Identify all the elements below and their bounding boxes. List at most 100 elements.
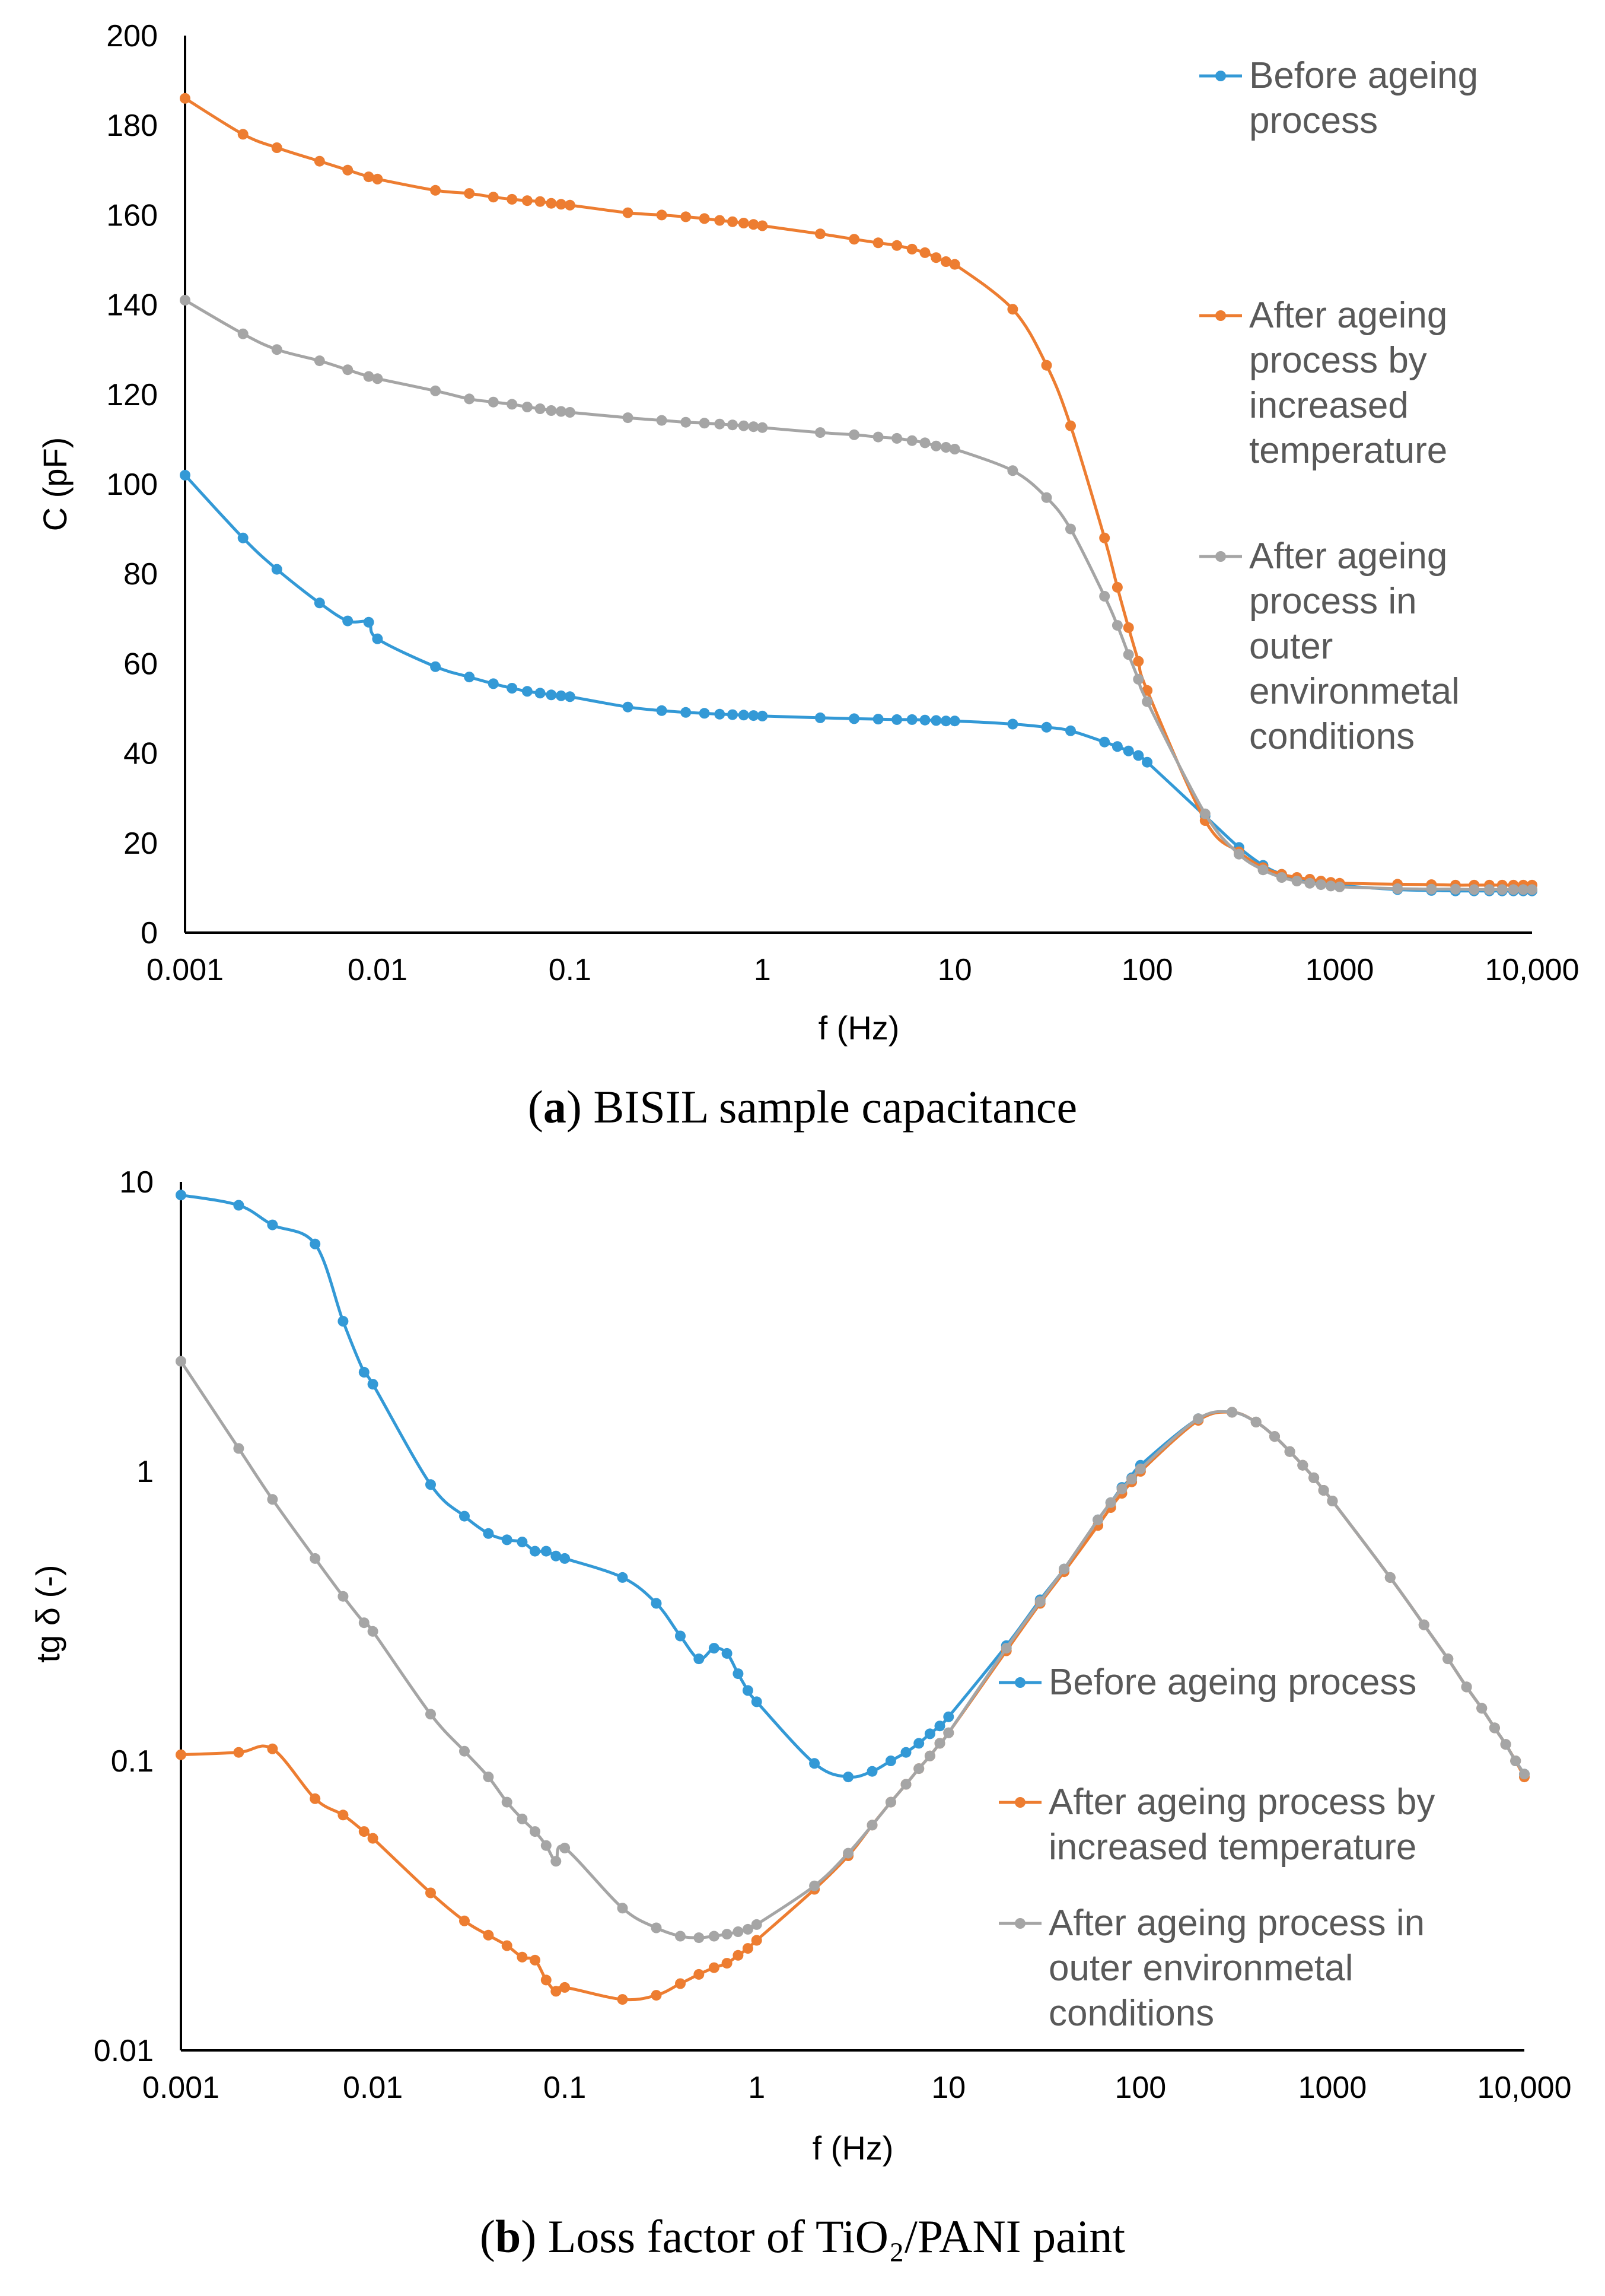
chart-a-legend-label: After ageing — [1249, 536, 1447, 577]
chart-b-data-point-gray — [924, 1750, 935, 1761]
chart-b-data-point-gray — [1384, 1572, 1396, 1583]
chart-a-data-point-orange — [814, 228, 826, 240]
chart-b-data-point-blue — [900, 1747, 912, 1758]
chart-a-data-point-blue — [1041, 721, 1052, 733]
chart-a-data-point-gray — [464, 393, 475, 405]
chart-a-data-point-orange — [906, 243, 918, 255]
chart-a-data-point-gray — [372, 373, 383, 384]
chart-b-data-point-orange — [501, 1940, 512, 1951]
chart-a-data-point-blue — [464, 672, 475, 683]
chart-a-data-point-blue — [680, 707, 692, 718]
chart-a-y-tick-label: 120 — [106, 378, 158, 412]
chart-b-legend-label: conditions — [1049, 1993, 1214, 2034]
chart-a-data-point-blue — [699, 708, 710, 719]
chart-a-data-point-blue — [738, 710, 749, 721]
chart-a-data-point-blue — [656, 705, 667, 716]
chart-a-data-point-gray — [748, 421, 759, 433]
chart-a-data-point-gray — [430, 385, 441, 396]
chart-b-legend: Before ageing process After ageing proces… — [999, 1662, 1435, 2034]
chart-b-data-point-gray — [943, 1727, 954, 1738]
chart-a-data-point-gray — [1496, 884, 1508, 895]
chart-a-legend-marker-blue — [1215, 71, 1226, 81]
chart-b-data-point-gray — [267, 1494, 278, 1505]
chart-a-data-point-blue — [314, 597, 325, 609]
chart-a-data-point-gray — [342, 364, 354, 376]
chart-b-data-point-orange — [742, 1943, 753, 1954]
chart-a-data-point-orange — [748, 219, 759, 230]
chart-b-data-point-gray — [540, 1840, 552, 1851]
chart-a-data-point-orange — [271, 142, 282, 153]
chart-b-data-point-gray — [550, 1856, 562, 1867]
chart-a-x-tick-label: 100 — [1122, 953, 1173, 987]
chart-a-data-point-blue — [1123, 745, 1134, 756]
chart-a-legend-label: process in — [1249, 581, 1417, 622]
chart-a-data-point-gray — [1450, 883, 1461, 895]
chart-a-legend-label: temperature — [1249, 430, 1447, 471]
chart-a: 0 20 40 60 80 100 120 140 160 180 200 0.001 0.01 0.1… — [36, 19, 1579, 1133]
chart-b-data-point-gray — [1461, 1681, 1472, 1693]
chart-b-data-point-gray — [1135, 1463, 1146, 1474]
chart-a-x-tick-label: 1 — [754, 953, 771, 987]
chart-b-x-tick-label: 0.001 — [142, 2071, 219, 2105]
chart-b-data-point-blue — [867, 1766, 878, 1777]
chart-a-data-point-orange — [1065, 420, 1076, 431]
chart-b-data-point-blue — [367, 1379, 378, 1390]
chart-a-data-point-blue — [1007, 718, 1018, 730]
chart-a-data-point-gray — [1257, 864, 1269, 876]
chart-a-data-point-orange — [949, 259, 960, 270]
chart-a-data-point-blue — [714, 708, 725, 720]
chart-a-data-point-gray — [546, 405, 557, 416]
chart-a-data-point-blue — [546, 689, 557, 701]
chart-b-legend-entry-blue: Before ageing process — [999, 1662, 1416, 1703]
chart-a-data-point-orange — [363, 171, 374, 183]
chart-b-data-point-orange — [559, 1982, 571, 1993]
chart-a-data-point-blue — [372, 633, 383, 644]
chart-b-data-point-gray — [617, 1903, 628, 1914]
chart-a-y-tick-label: 200 — [106, 19, 158, 53]
chart-a-data-point-blue — [814, 712, 826, 723]
chart-b-data-point-gray — [459, 1745, 470, 1757]
chart-a-x-axis-label: f (Hz) — [819, 1009, 900, 1047]
chart-b-data-point-blue — [943, 1711, 954, 1722]
chart-b-legend-label: increased temperature — [1049, 1827, 1416, 1868]
chart-b-data-point-gray — [176, 1356, 186, 1367]
chart-a-legend-label: outer — [1249, 626, 1333, 667]
chart-b-data-point-gray — [900, 1779, 912, 1790]
chart-b-data-point-gray — [425, 1709, 436, 1720]
chart-b-data-point-gray — [885, 1796, 896, 1808]
chart-a-data-point-gray — [1233, 848, 1244, 860]
chart-a-y-axis-label: C (pF) — [36, 437, 74, 532]
chart-a-data-point-orange — [1007, 304, 1018, 315]
chart-a-data-point-orange — [931, 252, 942, 263]
chart-b-data-point-orange — [651, 1990, 662, 2001]
chart-b-data-point-orange — [733, 1950, 744, 1961]
chart-a-data-point-orange — [699, 213, 710, 224]
chart-b-caption-letter: b — [495, 2211, 521, 2262]
chart-a-series-layer — [180, 93, 1537, 896]
chart-b-data-point-gray — [1284, 1446, 1295, 1457]
chart-b-data-point-blue — [530, 1545, 540, 1557]
chart-a-data-point-blue — [430, 661, 441, 672]
chart-b-series-layer — [176, 1190, 1530, 2005]
chart-b-data-point-gray — [1116, 1483, 1128, 1494]
chart-b-data-point-gray — [1269, 1431, 1280, 1442]
chart-b-data-point-gray — [1297, 1459, 1308, 1471]
chart-a-series-orange — [180, 93, 1537, 891]
chart-a-data-point-gray — [738, 420, 749, 431]
chart-b-data-point-gray — [751, 1919, 762, 1930]
chart-a-data-point-gray — [1276, 872, 1287, 883]
chart-b-data-point-gray — [1327, 1496, 1338, 1506]
chart-a-data-point-blue — [534, 688, 546, 699]
chart-a-data-point-orange — [546, 198, 557, 209]
chart-b-legend-label: outer environmetal — [1049, 1948, 1354, 1989]
chart-a-data-point-gray — [714, 418, 725, 430]
chart-b-data-point-gray — [1318, 1485, 1329, 1496]
chart-b-data-point-gray — [733, 1926, 744, 1937]
chart-a-data-point-blue — [1099, 736, 1110, 748]
chart-a-data-point-orange — [342, 164, 354, 176]
chart-a-data-point-blue — [1065, 725, 1076, 736]
chart-b-caption-text: Loss factor of TiO₂/PANI paint — [536, 2211, 1125, 2262]
chart-a-data-point-gray — [949, 444, 960, 454]
